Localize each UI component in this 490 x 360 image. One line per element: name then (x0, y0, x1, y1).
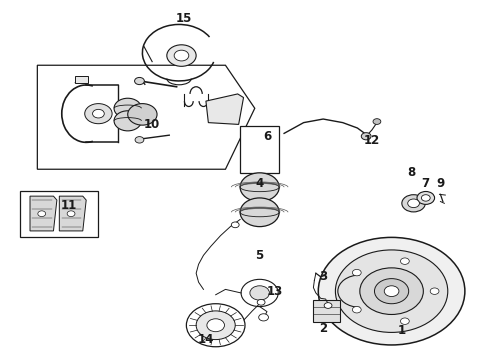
Polygon shape (30, 196, 57, 231)
Circle shape (361, 133, 371, 140)
Bar (240, 126, 279, 173)
Circle shape (114, 111, 142, 131)
Text: 1: 1 (397, 324, 405, 337)
Text: 6: 6 (263, 130, 271, 144)
Text: 4: 4 (255, 177, 264, 190)
Polygon shape (37, 65, 255, 169)
Circle shape (400, 258, 409, 264)
Bar (75, 76, 88, 83)
Circle shape (324, 303, 332, 309)
Text: 15: 15 (176, 12, 192, 25)
Circle shape (93, 109, 104, 118)
Polygon shape (206, 94, 244, 125)
Text: 9: 9 (436, 177, 444, 190)
Circle shape (374, 279, 409, 304)
Text: 3: 3 (319, 270, 327, 283)
Polygon shape (59, 196, 86, 231)
Circle shape (114, 98, 142, 118)
Text: 8: 8 (407, 166, 415, 179)
Circle shape (240, 198, 279, 226)
Circle shape (240, 173, 279, 202)
Text: 7: 7 (422, 177, 430, 190)
Circle shape (373, 119, 381, 125)
Circle shape (402, 195, 425, 212)
Text: 14: 14 (198, 333, 214, 346)
Text: 2: 2 (319, 322, 327, 335)
Circle shape (250, 286, 270, 300)
Circle shape (135, 136, 144, 143)
Circle shape (400, 318, 409, 324)
Text: 10: 10 (144, 118, 160, 131)
Bar (20, 191, 98, 237)
Bar (314, 300, 340, 321)
Circle shape (128, 104, 157, 125)
Circle shape (352, 269, 361, 276)
Circle shape (259, 314, 269, 321)
Circle shape (135, 77, 145, 85)
Circle shape (430, 288, 439, 294)
Circle shape (384, 286, 399, 297)
Circle shape (257, 300, 265, 305)
Text: 11: 11 (61, 199, 77, 212)
Circle shape (417, 192, 435, 204)
Circle shape (85, 104, 112, 124)
Circle shape (421, 195, 430, 201)
Circle shape (167, 45, 196, 66)
Circle shape (335, 250, 448, 332)
Circle shape (174, 50, 189, 61)
Text: 13: 13 (266, 285, 282, 298)
Circle shape (196, 311, 235, 339)
Circle shape (360, 268, 423, 315)
Circle shape (67, 211, 75, 217)
Circle shape (241, 279, 278, 307)
Circle shape (408, 199, 419, 208)
Circle shape (318, 237, 465, 345)
Circle shape (231, 222, 239, 228)
Circle shape (352, 306, 361, 313)
Text: 12: 12 (364, 134, 380, 147)
Circle shape (38, 211, 46, 217)
Text: 5: 5 (255, 249, 264, 262)
Circle shape (207, 319, 224, 332)
Circle shape (186, 304, 245, 347)
